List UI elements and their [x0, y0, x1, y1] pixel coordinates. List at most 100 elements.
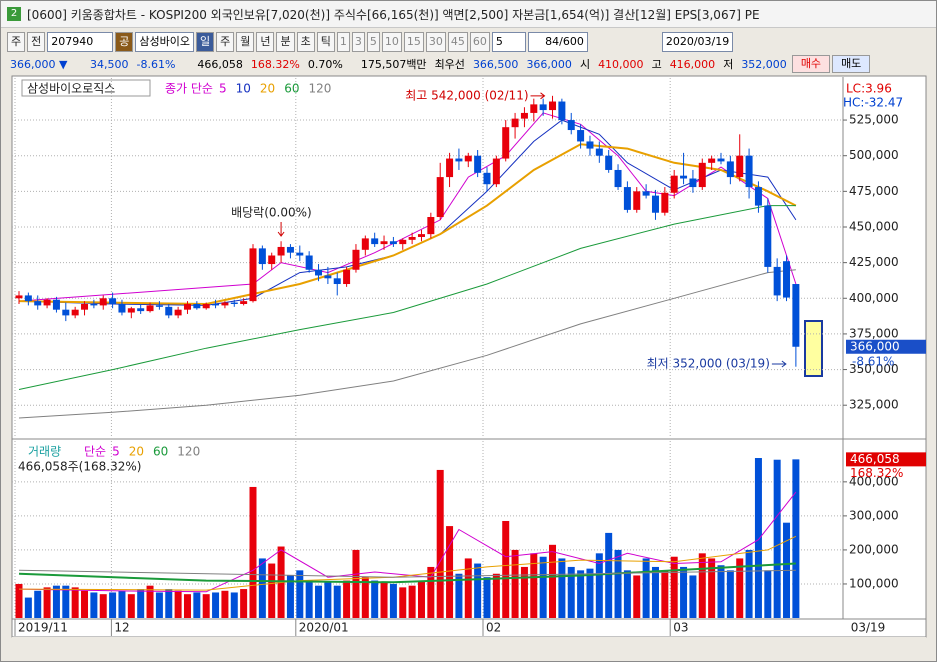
volume-bar: [90, 592, 98, 618]
volume-bar: [792, 459, 800, 618]
legend-entry: 5: [112, 445, 120, 459]
moving-average: [18, 491, 797, 593]
volume-bar: [474, 563, 482, 618]
volume-bar: [127, 594, 135, 618]
volume-bar: [249, 486, 257, 618]
candle-body: [268, 255, 276, 265]
candle-body: [483, 172, 491, 185]
prev-button[interactable]: 전: [27, 32, 46, 52]
interval-button[interactable]: 15: [403, 32, 424, 52]
day-button[interactable]: 일: [195, 32, 215, 52]
volume-bar: [539, 556, 547, 618]
volume-bar: [52, 585, 60, 618]
legend-entry: 120: [308, 82, 331, 96]
candle-body: [43, 299, 51, 306]
volume-bar: [567, 566, 575, 618]
interval-button[interactable]: 3: [351, 32, 365, 52]
annotation: 배당락(0.00%): [231, 206, 312, 220]
candle-body: [417, 234, 425, 237]
open-label: 시: [579, 58, 591, 71]
common-button[interactable]: 공: [115, 32, 134, 52]
week-button[interactable]: 주: [216, 32, 235, 52]
period-select[interactable]: 주: [7, 32, 26, 52]
volume-bar: [296, 570, 304, 618]
buy-button[interactable]: 매수: [791, 55, 831, 73]
candle-body: [277, 246, 285, 256]
interval-button[interactable]: 60: [469, 32, 490, 52]
interval-button[interactable]: 45: [447, 32, 468, 52]
candle-body: [249, 248, 257, 302]
volume-bar: [315, 585, 323, 618]
date-input[interactable]: 2020/03/19: [661, 32, 734, 52]
legend-entry: 20: [260, 82, 275, 96]
y-tick-label: 300,000: [849, 508, 899, 522]
minute-button[interactable]: 분: [276, 32, 295, 52]
candle-body: [127, 308, 135, 313]
candle-body: [118, 303, 126, 313]
candle-body: [511, 118, 519, 128]
candle-body: [633, 191, 641, 210]
volume-bar: [745, 549, 753, 618]
code-input[interactable]: 207940: [47, 32, 114, 52]
hc-label: HC:-32.47: [843, 96, 903, 110]
count-input[interactable]: 84/600: [527, 32, 588, 52]
interval-button[interactable]: 5: [366, 32, 380, 52]
annotation: 최저 352,000 (03/19): [647, 357, 770, 371]
candle-body: [240, 301, 248, 304]
volume-bar: [109, 592, 117, 618]
y-tick-label: 100,000: [849, 576, 899, 590]
second-button[interactable]: 초: [296, 32, 315, 52]
candle-body: [165, 306, 173, 316]
volume-bar: [399, 587, 407, 618]
moving-average: [18, 562, 796, 584]
candle-body: [333, 278, 341, 285]
price: 366,000 ▼: [10, 57, 68, 71]
moving-average: [18, 112, 797, 302]
candle-body: [595, 148, 603, 156]
sell-button[interactable]: 매도: [832, 55, 871, 73]
x-tick-label: 12: [114, 621, 129, 635]
volume-bar: [305, 580, 313, 618]
volume-bar: [417, 580, 425, 618]
volume-bar: [15, 583, 23, 618]
month-button[interactable]: 월: [236, 32, 255, 52]
volume-bar: [137, 589, 145, 618]
tick-button[interactable]: 틱: [316, 32, 335, 52]
candle-body: [764, 205, 772, 267]
candle-body: [614, 169, 622, 188]
candle-body: [389, 241, 397, 245]
interval-button[interactable]: 1: [336, 32, 350, 52]
y-tick-label: 400,000: [849, 474, 899, 488]
candle-body: [549, 101, 557, 111]
interval-input[interactable]: 5: [491, 32, 526, 52]
volume-bar: [661, 570, 669, 618]
candle-body: [464, 155, 472, 162]
bid: 366,000: [526, 57, 572, 71]
volume-ratio: 168.32%: [250, 57, 300, 71]
volume-bar: [455, 573, 463, 618]
name-field[interactable]: 삼성바이오: [135, 32, 194, 52]
candle-body: [474, 155, 482, 173]
candle-body: [586, 141, 594, 149]
candle-body: [258, 248, 266, 265]
candle-body: [736, 155, 744, 178]
interval-button[interactable]: 10: [381, 32, 402, 52]
candle-body: [352, 249, 360, 270]
year-button[interactable]: 년: [256, 32, 275, 52]
candle-body: [109, 298, 117, 304]
candle-body: [773, 266, 781, 296]
candle-body: [520, 112, 528, 119]
volume-summary: 466,058주(168.32%): [18, 460, 141, 474]
interval-button[interactable]: 30: [425, 32, 446, 52]
volume-bar: [155, 592, 163, 618]
volume-bar: [43, 587, 51, 618]
volume-marker: [846, 452, 926, 467]
volume-bar: [586, 568, 594, 618]
candle-body: [642, 191, 650, 196]
candle-body: [680, 175, 688, 179]
volume-bar: [380, 582, 388, 618]
scroll-bar[interactable]: [12, 637, 926, 660]
y-tick-label: 350,000: [849, 362, 899, 376]
volume-bar: [605, 532, 613, 618]
